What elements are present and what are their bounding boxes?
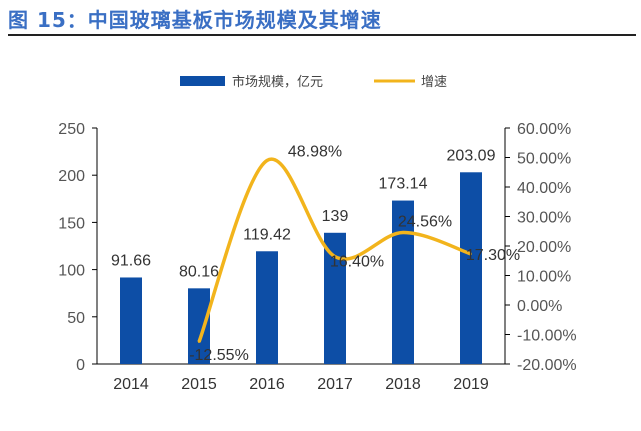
title-divider [8, 34, 636, 36]
legend-line-label: 增速 [421, 74, 447, 89]
bar [188, 288, 210, 364]
growth-line [197, 157, 472, 343]
right-tick-label: 10.00% [517, 269, 571, 286]
bar [256, 251, 278, 364]
x-tick-label: 2019 [453, 376, 489, 393]
bar-value-label: 80.16 [179, 263, 219, 280]
bar [392, 200, 414, 364]
right-tick-label: -20.00% [517, 357, 577, 374]
bar [324, 232, 346, 364]
growth-value-label: 24.56% [398, 214, 452, 231]
x-tick-label: 2017 [317, 376, 353, 393]
right-tick-label: 0.00% [517, 298, 562, 315]
right-tick-label: 20.00% [517, 239, 571, 256]
growth-value-label: -12.55% [189, 347, 249, 364]
right-tick-label: 30.00% [517, 210, 571, 227]
growth-point [470, 252, 472, 255]
bar-value-label: 203.09 [447, 147, 496, 164]
growth-point [402, 231, 404, 234]
left-tick-label: 150 [58, 215, 85, 232]
left-tick-label: 200 [58, 168, 85, 185]
bar-value-label: 119.42 [243, 226, 291, 243]
right-tick-label: -10.00% [517, 328, 577, 345]
legend-bar-label: 市场规模，亿元 [232, 74, 323, 89]
x-tick-label: 2018 [385, 376, 421, 393]
growth-value-label: 48.98% [288, 144, 342, 161]
left-tick-label: 250 [58, 121, 85, 138]
figure-title: 图 15：中国玻璃基板市场规模及其增速 [8, 8, 382, 32]
growth-value-label: 17.30% [466, 247, 520, 264]
bar [120, 277, 142, 364]
left-tick-label: 0 [76, 357, 85, 374]
right-tick-label: 60.00% [517, 121, 571, 138]
growth-point [334, 255, 336, 258]
bar-value-label: 173.14 [379, 176, 428, 193]
left-tick-label: 100 [58, 263, 85, 280]
x-tick-label: 2015 [181, 376, 217, 393]
bar-value-label: 139 [322, 208, 349, 225]
growth-point [198, 341, 200, 344]
growth-point [266, 159, 268, 162]
x-tick-label: 2016 [249, 376, 285, 393]
right-tick-label: 40.00% [517, 180, 571, 197]
x-tick-label: 2014 [113, 376, 149, 393]
right-tick-label: 50.00% [517, 151, 571, 168]
growth-value-label: 16.40% [330, 254, 384, 271]
bar-value-label: 91.66 [111, 252, 151, 269]
legend-bar-swatch [180, 76, 225, 86]
left-tick-label: 50 [67, 310, 85, 327]
bar [460, 172, 482, 364]
